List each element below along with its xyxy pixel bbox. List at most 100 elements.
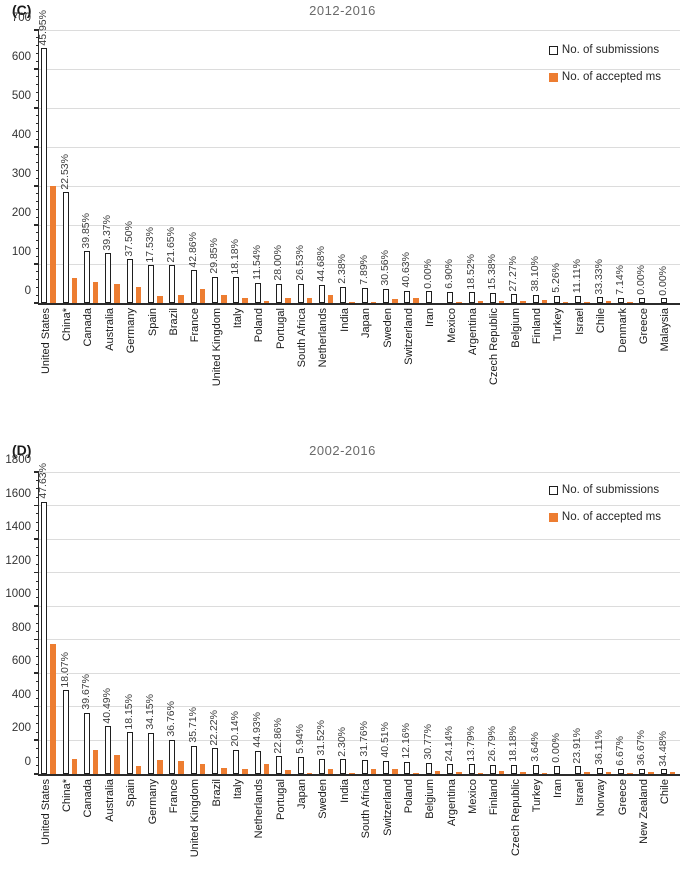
accepted-bar bbox=[520, 772, 526, 774]
gridline bbox=[39, 639, 680, 641]
accepted-bar bbox=[349, 773, 355, 774]
y-axis-minor-tick bbox=[36, 177, 39, 179]
submissions-bar bbox=[447, 291, 454, 303]
x-axis-category-label: Sweden bbox=[317, 779, 330, 819]
accepted-bar bbox=[285, 297, 291, 303]
gridline bbox=[39, 224, 680, 226]
accepted-bar bbox=[306, 297, 313, 303]
acceptance-rate-label: 18.07% bbox=[58, 651, 71, 688]
acceptance-rate-label: 5.94% bbox=[293, 724, 306, 755]
y-axis-minor-tick bbox=[36, 76, 39, 78]
legend-label-submissions: No. of submissions bbox=[561, 44, 660, 56]
y-axis-tick-label: 1000 bbox=[5, 588, 31, 601]
submissions-bar bbox=[62, 192, 69, 303]
acceptance-rate-label: 22.53% bbox=[58, 153, 71, 190]
accepted-bar bbox=[242, 298, 248, 303]
submissions-bar bbox=[639, 768, 646, 774]
chart-panel-c: (C) 2012-2016 0 100 200 300 400 500 600 700 45.9… bbox=[11, 2, 680, 387]
y-axis-minor-tick bbox=[36, 689, 39, 691]
accepted-bar bbox=[477, 772, 484, 774]
submissions-bar bbox=[660, 298, 667, 303]
gridline bbox=[39, 263, 680, 265]
y-axis-tick-label: 800 bbox=[11, 621, 31, 634]
y-axis-major-tick bbox=[34, 224, 39, 226]
submissions-bar bbox=[553, 765, 560, 774]
acceptance-rate-label: 45.95% bbox=[37, 9, 50, 46]
x-axis-category-label: Portugal bbox=[274, 308, 287, 349]
legend-item-submissions: No. of submissions bbox=[548, 484, 661, 496]
acceptance-rate-label: 31.76% bbox=[357, 721, 370, 757]
accepted-bar bbox=[263, 763, 270, 774]
gridline bbox=[39, 471, 680, 473]
x-axis-category-label: Belgium bbox=[509, 308, 522, 348]
x-axis-category-label: Chile bbox=[659, 779, 672, 805]
submissions-bar bbox=[361, 759, 368, 774]
acceptance-rate-label: 15.38% bbox=[485, 254, 498, 290]
acceptance-rate-label: 28.00% bbox=[272, 244, 285, 281]
y-axis-minor-tick bbox=[36, 580, 39, 582]
accepted-bar bbox=[456, 302, 462, 303]
accepted-bar bbox=[627, 773, 633, 774]
submissions-bar bbox=[83, 713, 90, 774]
x-axis-category-label: Norway bbox=[595, 779, 608, 817]
y-axis-minor-tick bbox=[36, 530, 39, 532]
y-axis-minor-tick bbox=[36, 597, 39, 599]
accepted-bar bbox=[413, 297, 419, 303]
accepted-bar bbox=[392, 768, 398, 774]
y-axis-minor-tick bbox=[36, 681, 39, 683]
submissions-bar bbox=[126, 732, 133, 774]
y-axis-minor-tick bbox=[36, 496, 39, 498]
acceptance-rate-label: 30.56% bbox=[379, 250, 392, 286]
accepted-bar bbox=[498, 771, 505, 774]
gridline bbox=[39, 706, 680, 708]
x-axis-category-label: Australia bbox=[103, 308, 116, 351]
x-axis-category-label: Greece bbox=[616, 779, 629, 816]
accepted-bar bbox=[541, 299, 548, 303]
x-axis-category-label: Germany bbox=[125, 308, 138, 354]
y-axis-minor-tick bbox=[36, 664, 39, 666]
y-axis-minor-tick bbox=[36, 479, 39, 481]
x-axis-category-label: United Kingdom bbox=[210, 308, 223, 387]
y-axis-minor-tick bbox=[36, 216, 39, 218]
y-axis-minor-tick bbox=[36, 647, 39, 649]
y-axis-minor-tick bbox=[36, 279, 39, 281]
accepted-bar bbox=[370, 301, 377, 303]
x-axis-category-label: Japan bbox=[360, 308, 373, 338]
y-axis-major-tick bbox=[34, 29, 39, 31]
acceptance-rate-label: 2.38% bbox=[336, 253, 349, 284]
x-axis-category-label: Netherlands bbox=[253, 779, 266, 839]
y-axis-minor-tick bbox=[36, 286, 39, 288]
x-axis-category-label: Canada bbox=[82, 308, 95, 347]
y-axis-tick-label: 200 bbox=[11, 207, 31, 219]
submissions-bar bbox=[489, 292, 496, 303]
legend-item-accepted: No. of accepted ms bbox=[548, 71, 661, 83]
accepted-bar bbox=[541, 773, 548, 774]
submissions-bar bbox=[489, 764, 496, 774]
submissions-bar bbox=[297, 283, 304, 303]
accepted-bar bbox=[199, 288, 206, 303]
y-axis-minor-tick bbox=[36, 294, 39, 296]
submissions-bar bbox=[404, 290, 411, 303]
y-axis-minor-tick bbox=[36, 154, 39, 156]
y-axis-major-tick bbox=[34, 739, 39, 741]
acceptance-rate-label: 5.26% bbox=[549, 262, 562, 293]
acceptance-rate-label: 11.11% bbox=[571, 258, 584, 293]
x-axis-category-label: Poland bbox=[253, 308, 266, 343]
y-axis-tick-label: 300 bbox=[11, 168, 31, 180]
x-axis-category-label: India bbox=[338, 779, 351, 803]
y-axis-minor-tick bbox=[36, 169, 39, 171]
y-axis-minor-tick bbox=[36, 698, 39, 699]
acceptance-rate-label: 34.48% bbox=[656, 730, 669, 767]
x-axis-category-label: Finland bbox=[488, 779, 501, 816]
gridline bbox=[39, 146, 680, 148]
y-axis-tick-label: 1800 bbox=[5, 454, 31, 466]
x-axis-category-label: South Africa bbox=[360, 779, 373, 839]
acceptance-rate-label: 30.77% bbox=[421, 724, 434, 761]
y-axis-tick-label: 600 bbox=[11, 51, 31, 63]
accepted-bar bbox=[584, 302, 590, 303]
y-axis-minor-tick bbox=[36, 91, 39, 93]
acceptance-rate-label: 0.00% bbox=[635, 265, 648, 295]
submissions-bar bbox=[404, 761, 411, 774]
accepted-bar bbox=[114, 754, 120, 774]
y-axis-minor-tick bbox=[36, 765, 39, 767]
